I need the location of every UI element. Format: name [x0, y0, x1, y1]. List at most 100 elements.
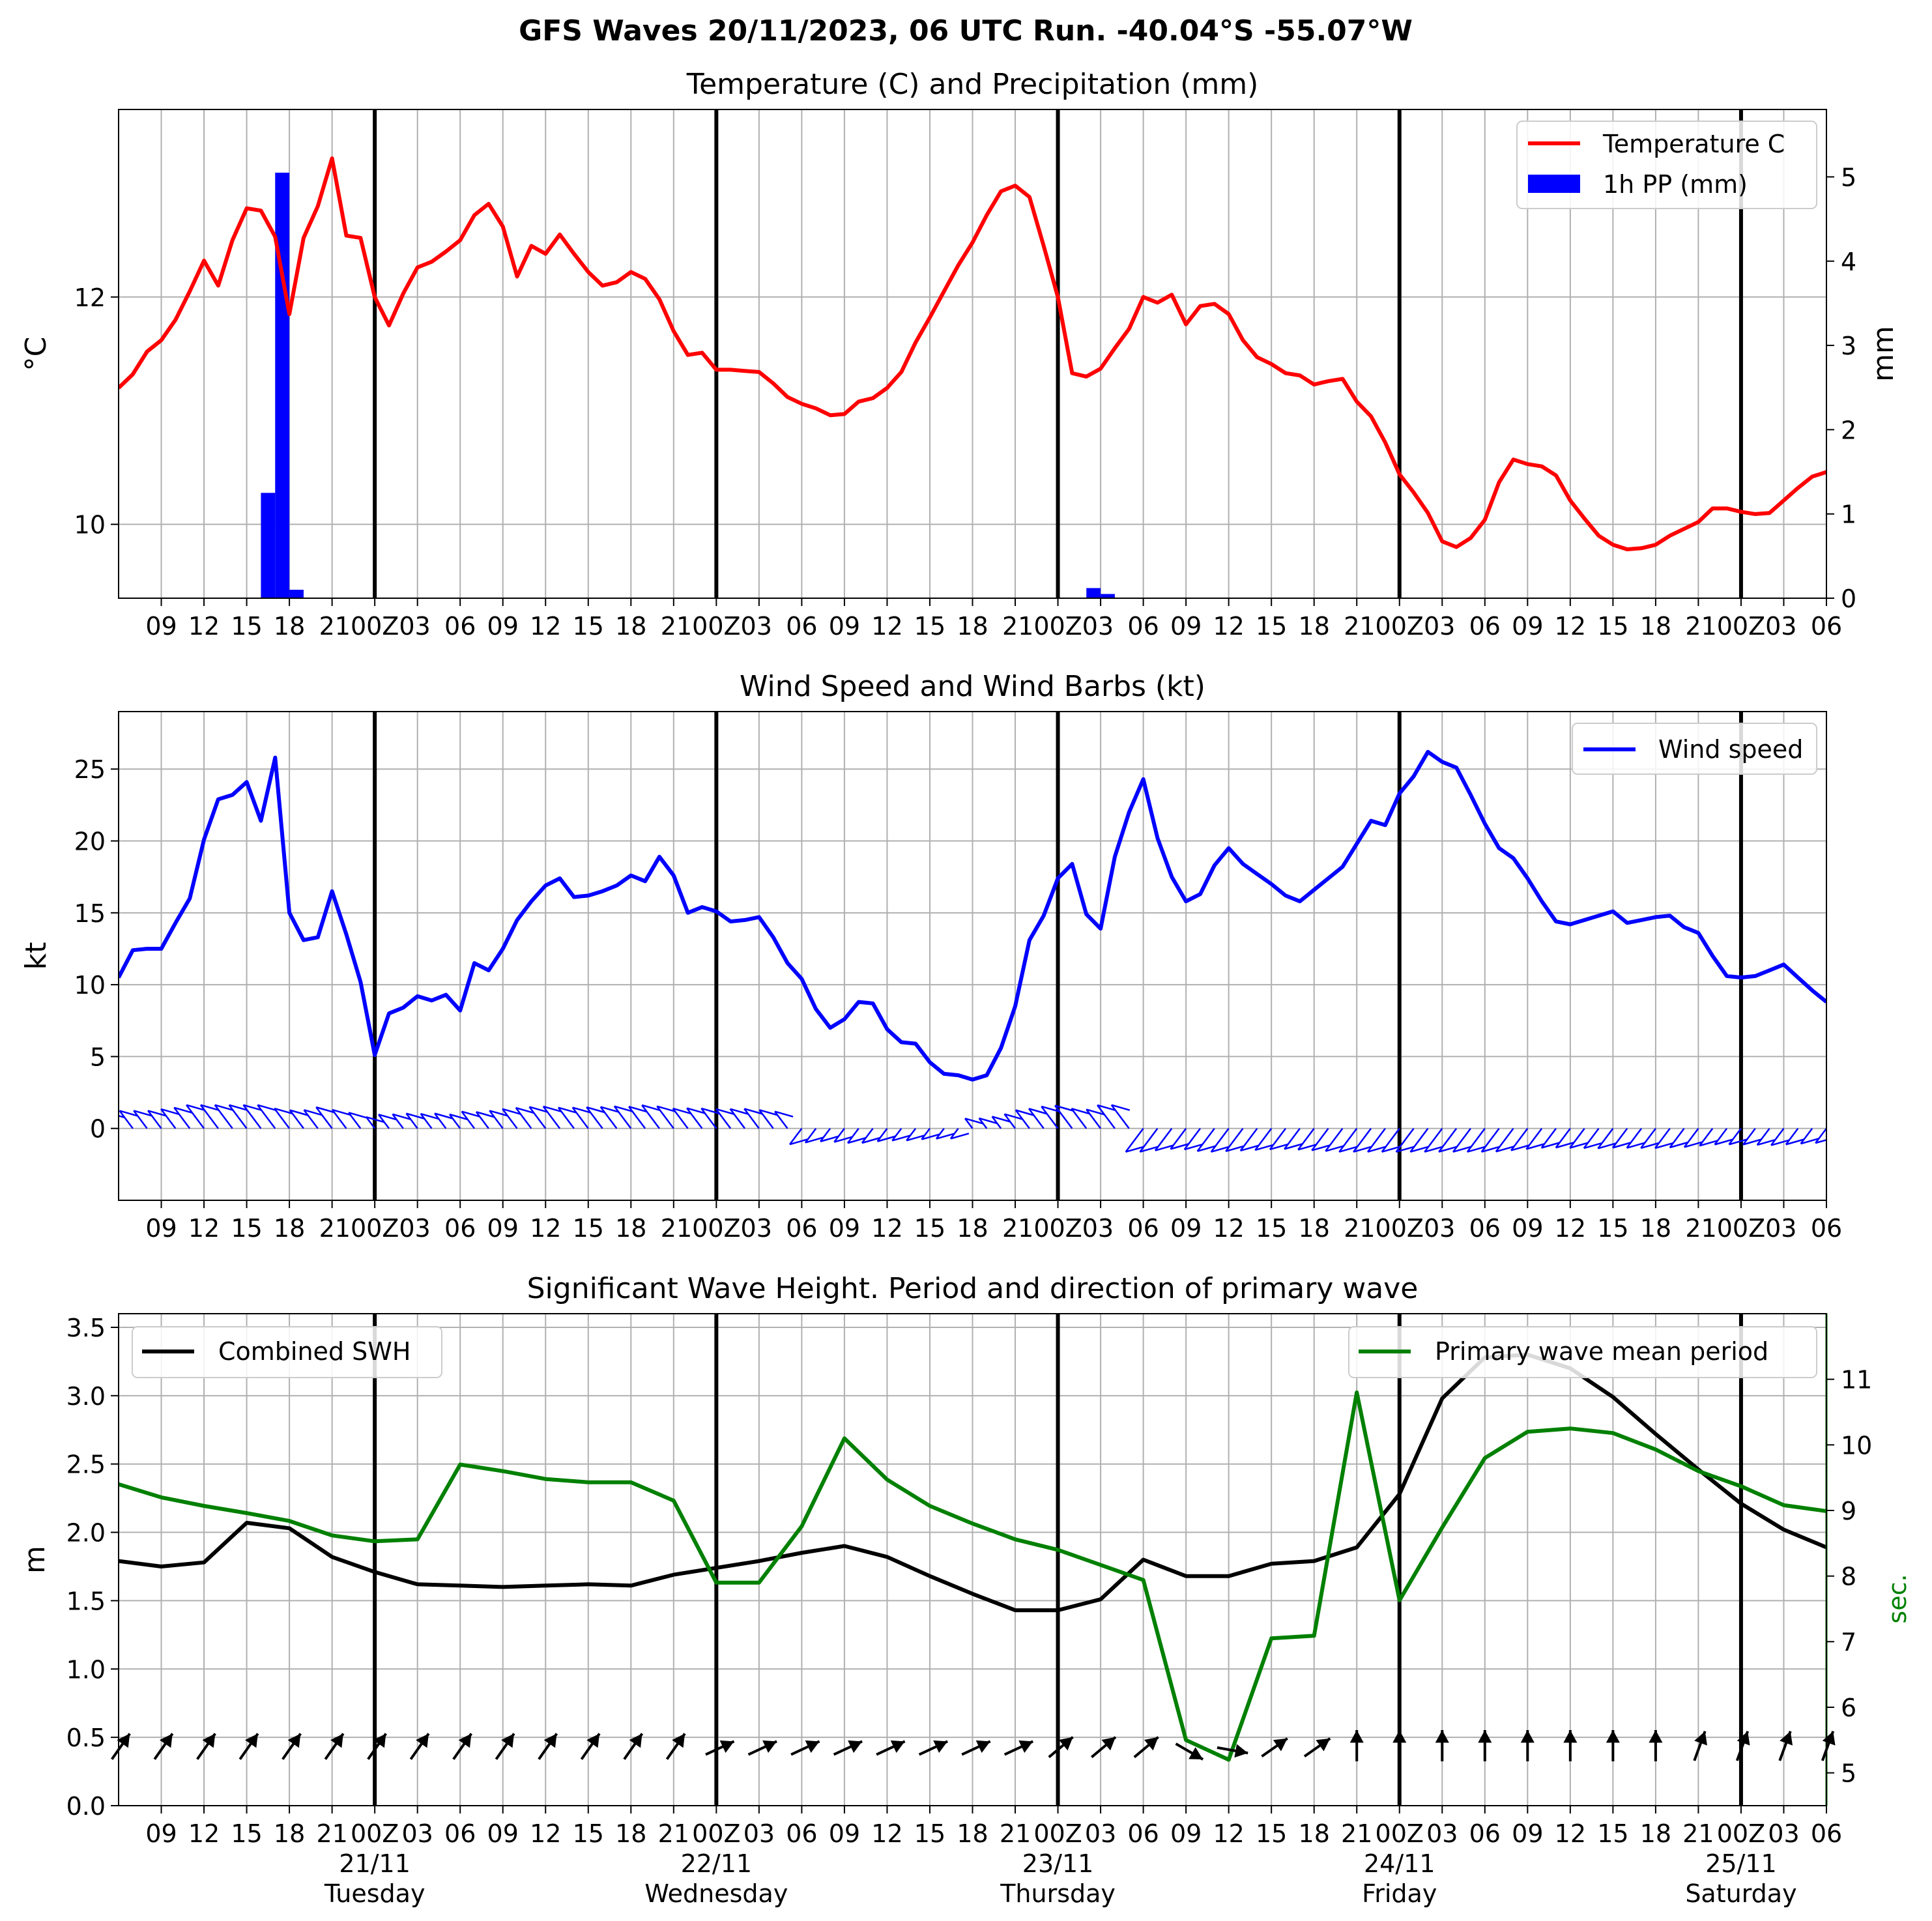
wave-arrow-head — [1563, 1730, 1578, 1743]
x-tick-label: 09 — [829, 612, 860, 641]
wave-arrow-head — [1273, 1738, 1288, 1752]
x-tick-label: 18 — [274, 1819, 305, 1848]
wind-barb-flag — [1325, 1145, 1344, 1152]
wind-barb-flag — [641, 1104, 661, 1112]
x-tick-label: 06 — [444, 1819, 476, 1848]
wind-barb — [1139, 1127, 1159, 1153]
wind-barb-flag — [1353, 1146, 1372, 1153]
wind-barb-flag — [1396, 1146, 1415, 1153]
plot-frame — [118, 711, 1827, 1201]
wind-barb — [557, 1106, 575, 1129]
temperature-legend: Temperature C 1h PP (mm) — [1516, 121, 1817, 209]
wind-barb — [1154, 1127, 1173, 1151]
wave-arrow-head — [202, 1733, 216, 1748]
wave-arrow-head — [330, 1733, 343, 1748]
wind-barb-flag — [1028, 1108, 1048, 1115]
wave-arrow-head — [719, 1740, 734, 1754]
precip-bar — [261, 493, 276, 598]
wind-barb-flag — [214, 1104, 234, 1111]
wind-barb-flag — [378, 1114, 397, 1121]
x-tick-label: 15 — [1597, 1819, 1628, 1848]
wind-barb-flag — [434, 1112, 454, 1119]
wind-barb — [1125, 1127, 1144, 1153]
x-tick-label: 09 — [1512, 612, 1543, 641]
wind-barb — [1254, 1127, 1273, 1151]
wind-barb — [1041, 1106, 1059, 1129]
wind-barb — [846, 1127, 859, 1144]
wave-arrow-head — [890, 1740, 905, 1754]
wave-arrow-head — [629, 1733, 642, 1748]
wind-barb-flag — [304, 1109, 323, 1116]
wind-barb — [1654, 1127, 1671, 1149]
x-tick-label: 12 — [871, 1819, 902, 1848]
wind-barb — [789, 1127, 803, 1145]
x-tick-label: 2100Z03 — [1685, 1214, 1796, 1243]
legend-period-label: Primary wave mean period — [1435, 1337, 1768, 1366]
y-axis-label: m — [18, 1546, 51, 1574]
wind-barb — [1311, 1127, 1329, 1151]
wind-barb — [1555, 1127, 1571, 1148]
y2-tick-label: 5 — [1841, 163, 1856, 192]
wind-barb-flag — [1640, 1142, 1660, 1149]
wind-barb — [489, 1110, 504, 1129]
wind-barb — [475, 1111, 489, 1129]
wind-barb — [1097, 1105, 1116, 1129]
wind-barb — [628, 1106, 646, 1129]
y2-tick-label: 4 — [1841, 248, 1856, 276]
x-tick-label: 03 — [743, 1819, 775, 1848]
wind-barb — [876, 1127, 888, 1142]
wind-barb-flag — [229, 1104, 248, 1111]
wind-barb-flag — [515, 1106, 535, 1114]
x-tick-label: 06 — [444, 612, 476, 641]
wind-barb — [1338, 1127, 1358, 1153]
wind-barb — [1381, 1127, 1400, 1153]
wind-barb-flag — [1297, 1144, 1317, 1151]
wind-barb — [715, 1108, 732, 1129]
y2-tick-label: 1 — [1841, 500, 1856, 529]
y-tick-label: 1.5 — [66, 1587, 106, 1615]
swh-legend: Combined SWH — [132, 1326, 442, 1378]
wave-arrow-head — [975, 1740, 990, 1754]
period-legend: Primary wave mean period — [1348, 1326, 1817, 1378]
wind-barb-flag — [1669, 1141, 1688, 1149]
x-tick-label: 06 — [1469, 1819, 1501, 1848]
wave-arrow-head — [762, 1740, 777, 1754]
wind-barb-flag — [1184, 1143, 1204, 1151]
plot-frame — [118, 109, 1827, 599]
wave-arrow-head — [501, 1733, 514, 1748]
wind-barb-flag — [1225, 1145, 1245, 1152]
y-tick-label: 3.5 — [66, 1314, 106, 1342]
wind-barb-flag — [700, 1107, 720, 1115]
wind-barb — [1525, 1127, 1543, 1150]
wind-barb-flag — [1583, 1142, 1603, 1149]
wind-barb — [571, 1106, 589, 1129]
y2-tick-label: 0 — [1841, 585, 1856, 613]
wave-arrow-head — [1780, 1731, 1793, 1746]
x-tick-label: 2100Z03 — [661, 612, 772, 641]
wind-barb-flag — [891, 1134, 911, 1142]
x-tick-label: 15 — [231, 1819, 262, 1848]
wind-barb — [921, 1127, 930, 1140]
y-tick-label: 0.5 — [66, 1724, 106, 1752]
x-tick-label: 09 — [1170, 1214, 1202, 1243]
x-tick-label: 18 — [1299, 1214, 1330, 1243]
wind-barb-flag — [274, 1107, 293, 1115]
wind-barb-flag — [147, 1110, 167, 1117]
wind-barb — [392, 1114, 404, 1129]
x-tick-label: 2100Z03 — [1344, 1214, 1455, 1243]
wave-arrow-head — [1435, 1730, 1449, 1743]
wind-barb-flag — [936, 1133, 955, 1140]
wind-barb-flag — [1597, 1142, 1617, 1149]
wind-barbs — [119, 1104, 1826, 1153]
wind-barb — [1284, 1127, 1301, 1150]
wave-arrow-head — [287, 1733, 301, 1748]
wind-barb — [1495, 1127, 1514, 1153]
x-tick-label: 2100Z03 — [1002, 612, 1114, 641]
x-tick-label: 00Z — [1033, 1819, 1082, 1848]
x-tick-label: 21 — [316, 1819, 347, 1848]
x-tick-label: 09 — [487, 1214, 519, 1243]
wind-barb — [935, 1127, 945, 1140]
x-tick-label: 15 — [573, 1214, 604, 1243]
day-date-label: 22/11 — [681, 1849, 753, 1878]
wind-barb — [315, 1106, 333, 1129]
